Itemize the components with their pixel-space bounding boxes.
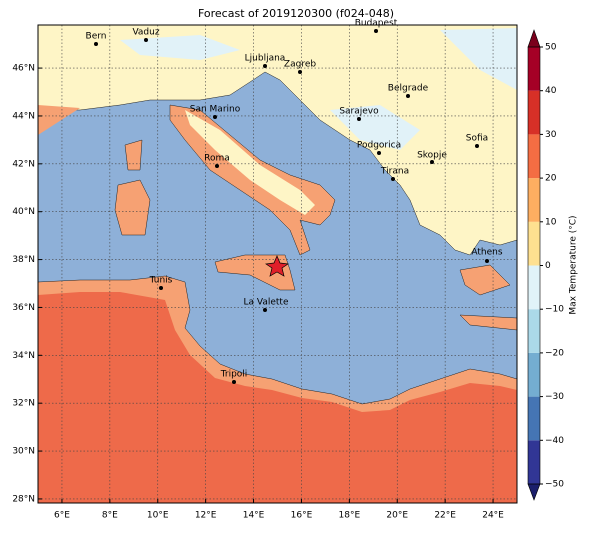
city-dot: [215, 164, 219, 168]
city-label: Zagreb: [284, 60, 316, 70]
map-title: Forecast of 2019120300 (f024-048): [198, 7, 394, 20]
lat-tick-label: 38°N: [12, 255, 35, 265]
lat-tick-label: 32°N: [12, 399, 35, 409]
colorbar-tick-label: 30: [545, 130, 557, 140]
city-dot: [144, 38, 148, 42]
city-label: Tunis: [149, 276, 173, 286]
cities: Bern Vaduz Budapest Ljubljana Zagreb Bel…: [86, 19, 503, 384]
city-label: Ljubljana: [245, 54, 286, 64]
city-label: Budapest: [355, 19, 398, 29]
city-label: Sarajevo: [339, 107, 379, 117]
colorbar-band: [528, 352, 540, 397]
lon-tick-label: 8°E: [102, 511, 118, 521]
lat-tick-label: 42°N: [12, 159, 35, 169]
city-dot: [485, 259, 489, 263]
city-label: La Valette: [244, 298, 289, 308]
colorbar-tick-label: −10: [545, 305, 564, 315]
colorbar-tick-label: 40: [545, 86, 557, 96]
city-dot: [213, 115, 217, 119]
colorbar-tick-label: −30: [545, 392, 564, 402]
city-dot: [357, 117, 361, 121]
city-label: Skopje: [417, 151, 447, 161]
lat-tick-label: 28°N: [12, 494, 35, 504]
city-label: Vaduz: [132, 28, 159, 38]
map-frame: [37, 24, 518, 504]
city-label: Roma: [204, 154, 230, 164]
lon-tick-label: 10°E: [147, 511, 169, 521]
city-dot: [263, 308, 267, 312]
italy-spine: [185, 110, 315, 215]
colorbar-tick-label: 10: [545, 217, 557, 227]
lon-tick-label: 6°E: [54, 511, 70, 521]
city-dot: [232, 380, 236, 384]
colorbar-band: [528, 265, 540, 310]
lon-tick-label: 16°E: [291, 511, 313, 521]
city-label: Belgrade: [388, 84, 429, 94]
colorbar-tick-label: −40: [545, 436, 564, 446]
city-label: Podgorica: [357, 141, 401, 151]
colorbar-tick-label: −50: [545, 480, 564, 490]
lon-tick-label: 22°E: [434, 511, 456, 521]
colorbar-band: [528, 90, 540, 135]
city-dot: [298, 70, 302, 74]
cool-patch: [120, 35, 240, 60]
peloponnese: [459, 264, 511, 296]
cool-patch: [440, 28, 517, 90]
city-label: Tripoli: [220, 370, 248, 380]
city-label: Athens: [471, 248, 502, 258]
city-dot: [159, 286, 163, 290]
city-dot: [475, 144, 479, 148]
city-label: Bern: [86, 32, 107, 42]
colorbar-extend-low: [527, 483, 541, 501]
colorbar-band: [528, 440, 540, 484]
colorbar-tick-label: 50: [545, 43, 557, 53]
colorbar-tick-label: 0: [545, 261, 551, 271]
city-dot: [94, 42, 98, 46]
city-label: San Marino: [190, 105, 241, 115]
colorbar-band: [528, 221, 540, 266]
city-label: Sofia: [466, 134, 488, 144]
lon-tick-label: 20°E: [386, 511, 408, 521]
map-area: [38, 25, 517, 503]
city-dot: [406, 94, 410, 98]
lat-tick-label: 44°N: [12, 111, 35, 121]
lon-tick-label: 12°E: [195, 511, 217, 521]
graticule: [38, 25, 517, 503]
crete: [459, 314, 517, 331]
colorbar-tick-label: 20: [545, 174, 557, 184]
lon-tick-label: 24°E: [482, 511, 504, 521]
lat-tick-label: 36°N: [12, 303, 35, 313]
city-dot: [377, 151, 381, 155]
lat-tick-label: 40°N: [12, 207, 35, 217]
lat-tick-label: 34°N: [12, 351, 35, 361]
lat-tick-label: 46°N: [12, 64, 35, 74]
sardinia: [114, 179, 151, 236]
colorbar: −50 −40 −30 −20 −10 0 10 20 30 40 50: [527, 29, 564, 501]
colorbar-band: [528, 134, 540, 179]
colorbar-extend-high: [527, 29, 541, 48]
city-dot: [263, 64, 267, 68]
colorbar-band: [528, 178, 540, 222]
city-dot: [391, 177, 395, 181]
city-label: Tirana: [380, 167, 409, 177]
corsica: [124, 139, 143, 171]
lon-tick-label: 14°E: [243, 511, 265, 521]
colorbar-label: Max Temperature (°C): [569, 215, 579, 314]
colorbar-band: [528, 47, 540, 91]
lon-tick-label: 18°E: [339, 511, 361, 521]
city-dot: [374, 29, 378, 33]
colorbar-tick-label: −20: [545, 348, 564, 358]
lat-tick-label: 30°N: [12, 447, 35, 457]
colorbar-band: [528, 309, 540, 353]
city-dot: [430, 160, 434, 164]
colorbar-band: [528, 396, 540, 441]
star-marker: [265, 255, 289, 277]
coast-warm: [38, 105, 80, 135]
